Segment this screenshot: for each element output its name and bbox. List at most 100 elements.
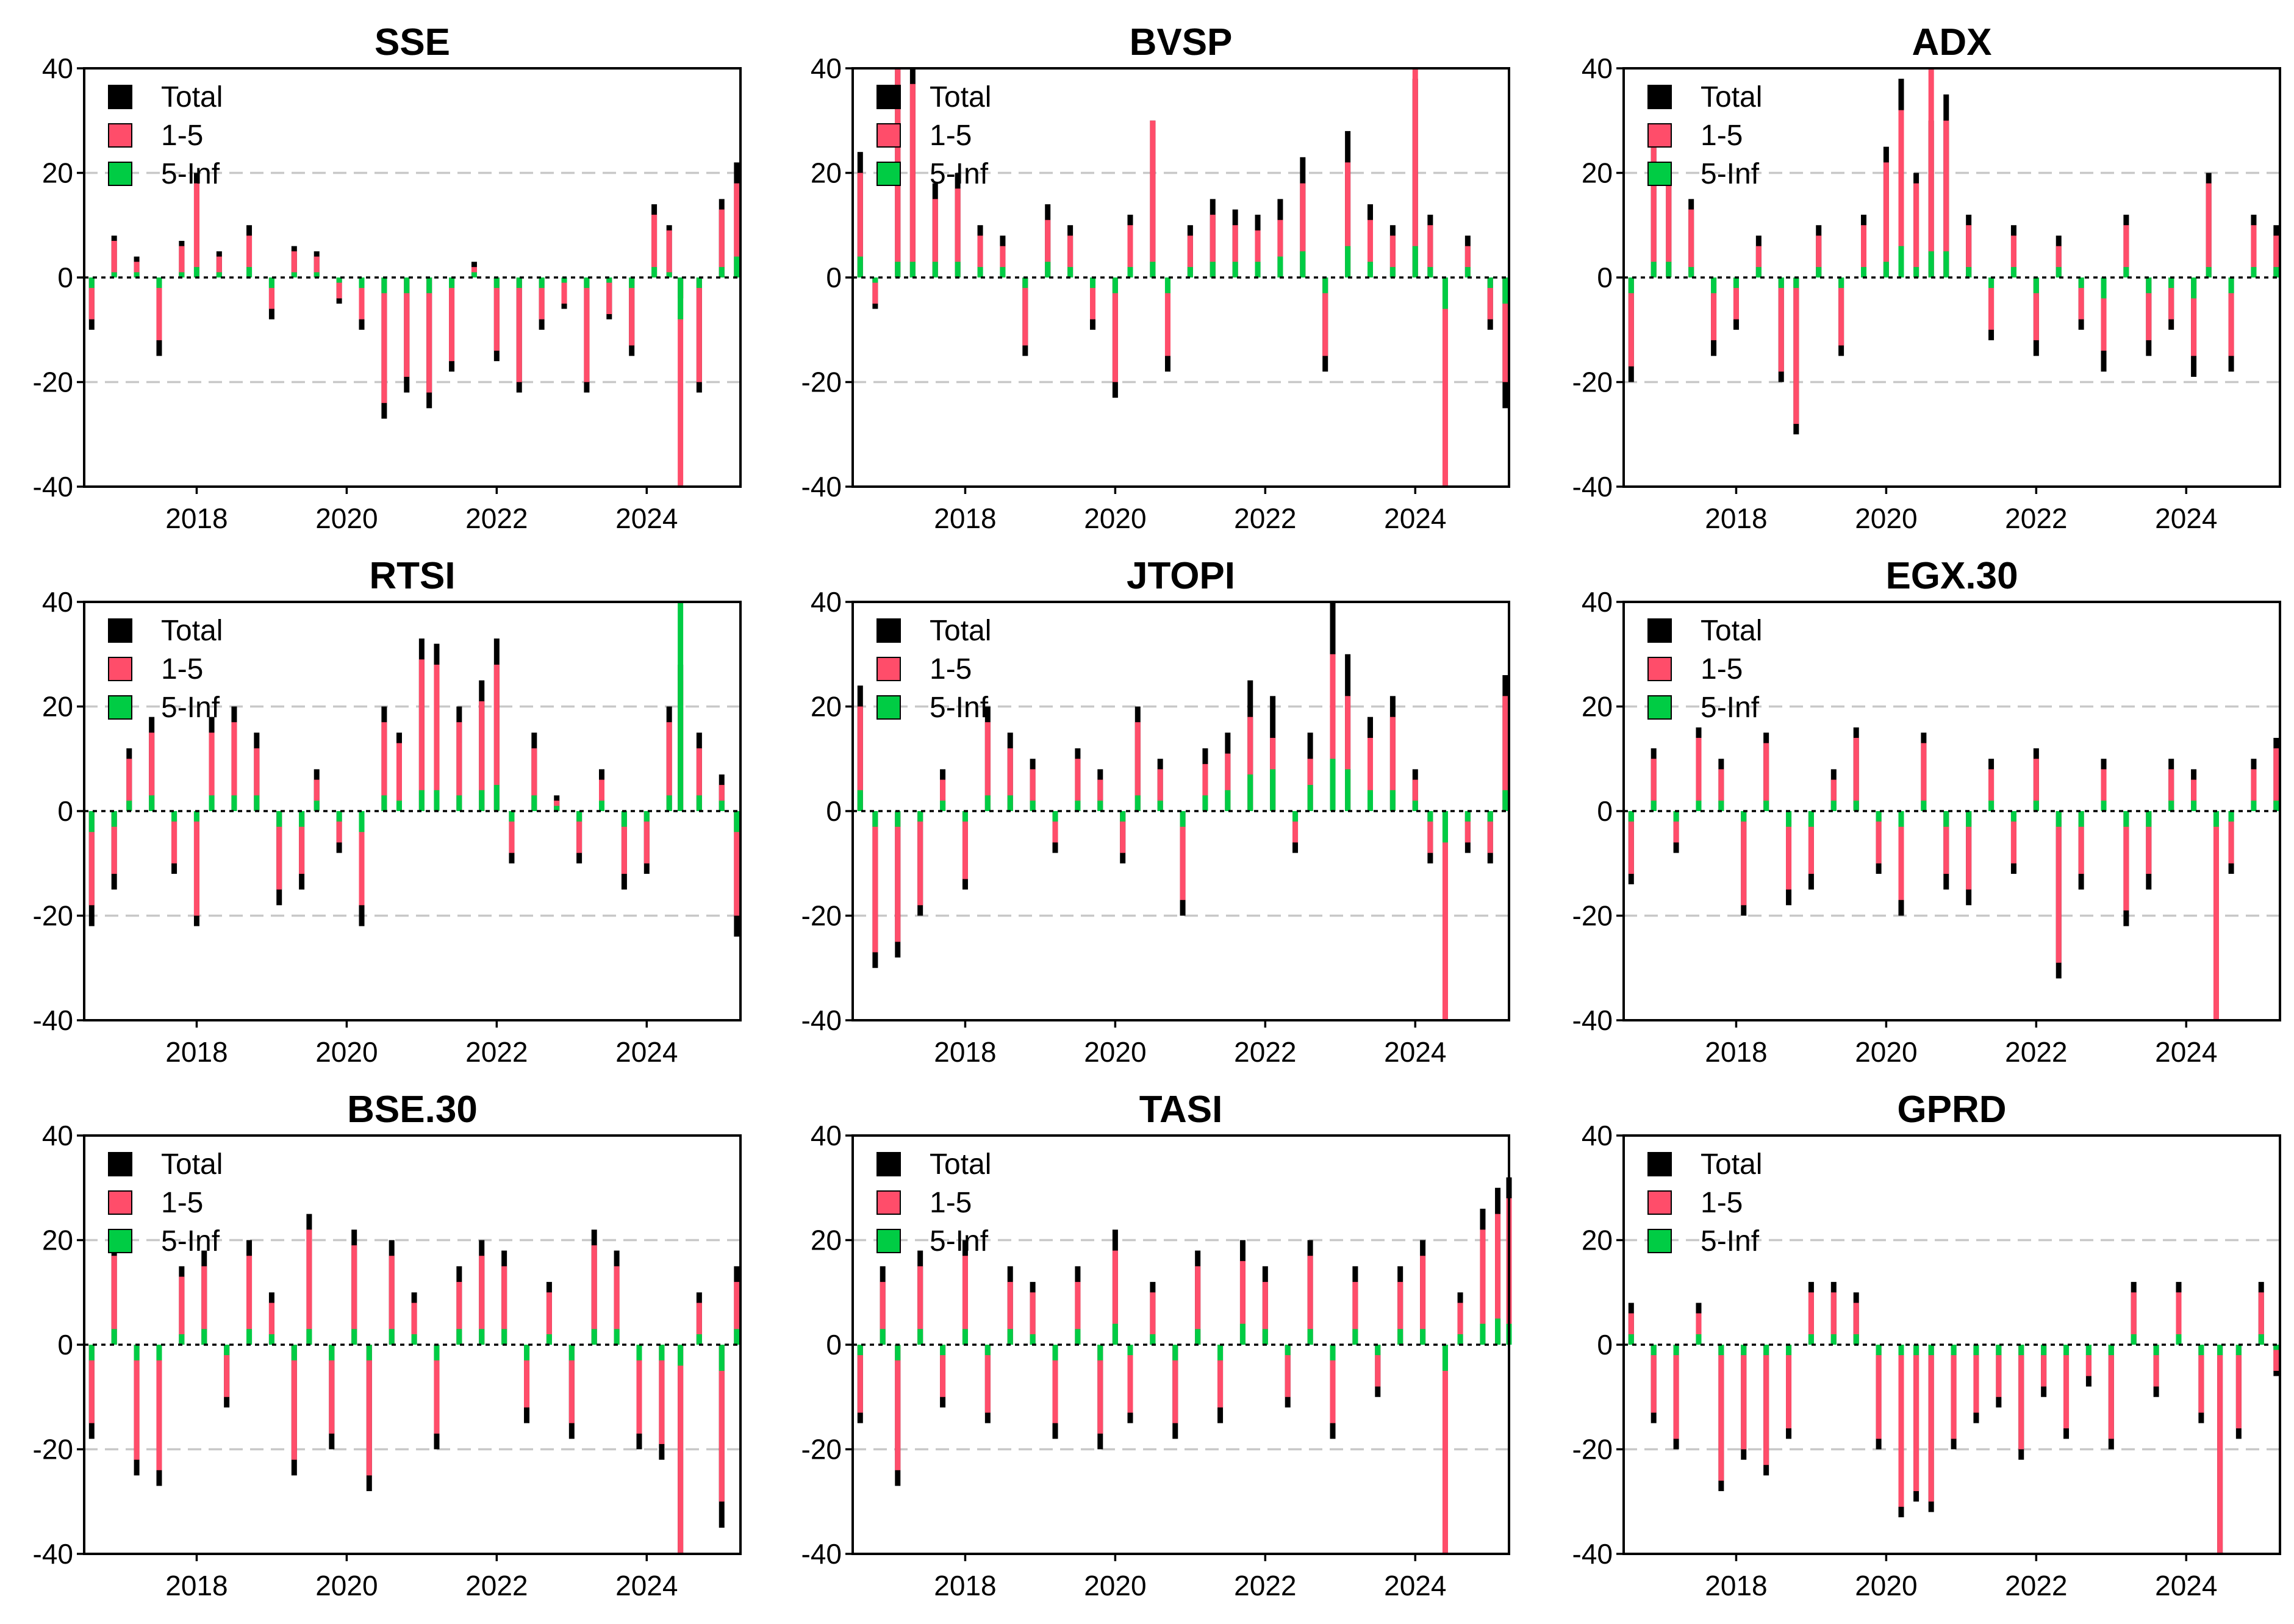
bar-5-inf [1052, 811, 1058, 822]
bar-1-5 [1966, 811, 1972, 890]
bar-1-5 [314, 256, 320, 277]
bar-5-inf [1007, 795, 1013, 811]
bar-1-5 [696, 277, 702, 382]
bar-5-inf [359, 811, 365, 832]
bar-5-inf [2018, 1345, 2024, 1356]
bar-1-5 [1487, 811, 1493, 853]
bar-5-inf [2063, 1345, 2070, 1356]
bar-1-5 [134, 1345, 140, 1460]
bar-1-5 [493, 664, 500, 811]
bar-1-5 [456, 722, 462, 811]
bar-1-5 [1442, 277, 1448, 487]
bar-1-5 [1097, 779, 1103, 811]
bar-5-inf [1883, 262, 1889, 277]
y-tick-label: -40 [801, 1004, 842, 1036]
y-tick-label: -20 [1572, 1434, 1613, 1465]
bar-5-inf [1718, 800, 1724, 811]
bar-1-5 [1673, 1345, 1679, 1439]
bar-5-inf [418, 790, 425, 811]
bar-1-5 [734, 183, 740, 277]
bar-5-inf [2078, 811, 2084, 827]
bar-5-inf [299, 811, 305, 827]
bar-5-inf [1502, 790, 1508, 811]
bar-5-inf [1480, 1323, 1486, 1345]
bar-5-inf [1352, 1329, 1358, 1345]
bar-1-5 [193, 811, 199, 916]
bar-1-5 [1007, 748, 1013, 811]
bar-5-inf [2101, 800, 2107, 811]
bar-5-inf [1090, 277, 1096, 288]
bar-5-inf [1464, 811, 1471, 822]
bar-5-inf [1345, 246, 1351, 277]
bar-1-5 [1247, 717, 1253, 811]
bar-1-5 [2063, 1345, 2070, 1429]
bar-5-inf [2198, 1345, 2204, 1356]
bar-1-5 [479, 1256, 485, 1345]
bar-5-inf [666, 795, 672, 811]
x-tick-label: 2024 [1384, 1570, 1446, 1601]
bar-1-5 [1420, 1256, 1426, 1345]
bar-1-5 [268, 1303, 274, 1345]
bar-1-5 [1861, 225, 1867, 277]
bar-5-inf [614, 1329, 620, 1345]
bar-5-inf [456, 795, 462, 811]
bar-1-5 [1075, 1282, 1081, 1345]
bar-5-inf [1778, 277, 1784, 288]
y-tick-label: 0 [826, 1329, 842, 1361]
y-tick-label: 0 [1597, 1329, 1613, 1361]
bar-1-5 [678, 277, 684, 487]
bar-1-5 [2010, 811, 2016, 864]
bar-5-inf [1951, 1345, 1957, 1356]
bar-1-5 [224, 1345, 230, 1397]
panel-rtsi: RTSI 40 20 0 -20 -40 2018 2020 2022 2024 Total 1-5 5… [33, 555, 742, 1068]
bar-1-5 [1397, 1282, 1403, 1345]
bar-5-inf [696, 795, 702, 811]
bar-5-inf [2153, 1345, 2159, 1356]
bar-1-5 [1718, 1345, 1724, 1481]
bar-5-inf [857, 790, 863, 811]
legend-swatch-1-5 [1647, 657, 1672, 681]
x-tick-label: 2024 [1384, 1036, 1446, 1068]
bar-5-inf [2258, 1334, 2264, 1345]
bar-5-inf [2108, 1345, 2114, 1356]
bar-1-5 [216, 256, 222, 277]
bar-1-5 [449, 277, 455, 362]
bar-1-5 [1786, 811, 1792, 890]
legend-swatch-5-inf [876, 162, 901, 186]
x-tick-label: 2022 [2005, 503, 2067, 534]
bar-1-5 [456, 1282, 462, 1345]
bar-5-inf [254, 795, 260, 811]
bar-1-5 [1928, 1345, 1934, 1502]
bar-5-inf [2228, 811, 2234, 822]
bar-5-inf [857, 256, 863, 277]
bar-1-5 [1442, 1345, 1448, 1554]
bar-1-5 [1830, 1292, 1837, 1345]
panel-title: EGX.30 [1885, 555, 2018, 597]
bar-1-5 [2041, 1345, 2047, 1387]
bar-5-inf [1898, 1345, 1904, 1356]
bar-1-5 [2018, 1345, 2024, 1450]
legend-label: Total [1701, 615, 1762, 647]
bar-1-5 [1090, 277, 1096, 320]
bar-1-5 [621, 811, 627, 874]
y-tick-label: 20 [811, 1225, 842, 1256]
bar-1-5 [1345, 696, 1351, 811]
bar-5-inf [1075, 1329, 1081, 1345]
bar-5-inf [2191, 277, 2197, 299]
bar-1-5 [88, 1345, 95, 1423]
bar-1-5 [719, 1345, 725, 1502]
bar-5-inf [2206, 266, 2212, 277]
bar-5-inf [1277, 256, 1283, 277]
bar-1-5 [2273, 1345, 2279, 1371]
bar-5-inf [1487, 277, 1493, 288]
legend-label: 5-Inf [161, 1225, 220, 1257]
bar-1-5 [2078, 277, 2084, 320]
bar-1-5 [962, 1256, 968, 1345]
bar-5-inf [2085, 1345, 2091, 1356]
bar-5-inf [179, 1334, 185, 1345]
bar-1-5 [1052, 811, 1058, 843]
bar-1-5 [909, 84, 916, 277]
panel-title: GPRD [1897, 1089, 2006, 1131]
bar-1-5 [872, 277, 878, 304]
bar-1-5 [1075, 759, 1081, 811]
